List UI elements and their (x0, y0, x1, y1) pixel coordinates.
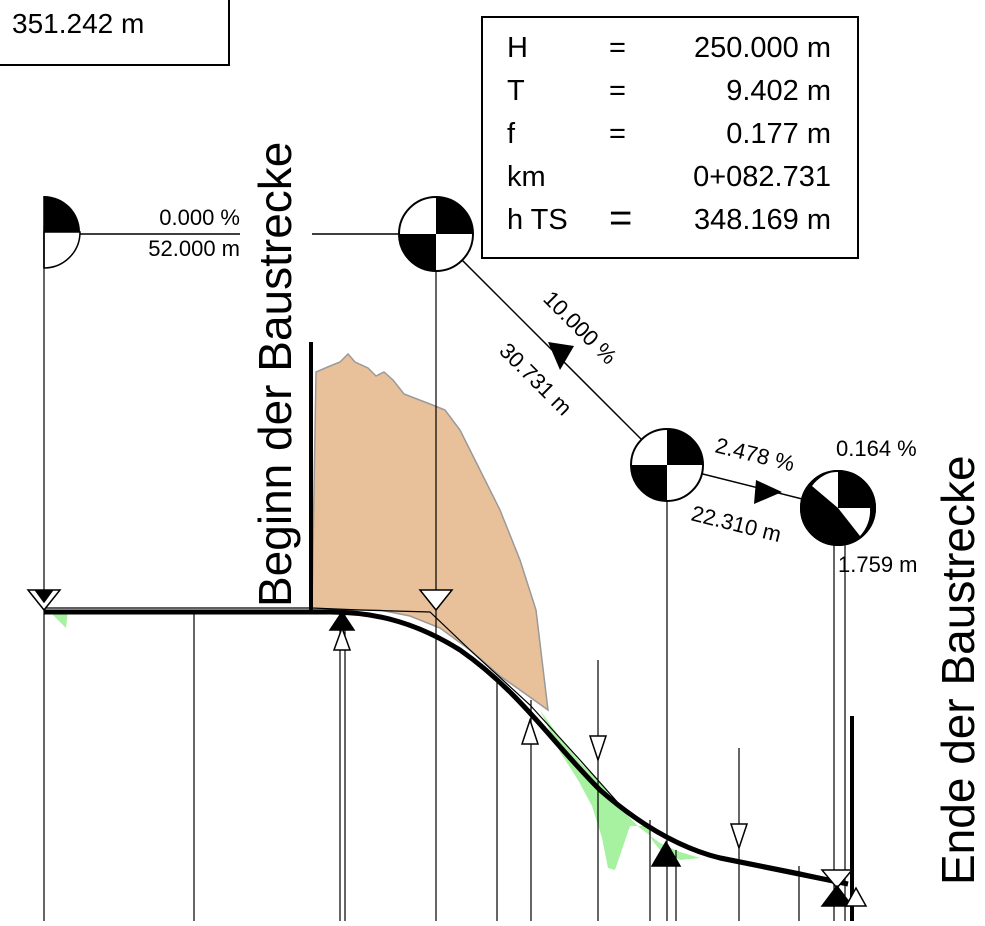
info-value: 0.177 m (726, 118, 831, 150)
info-value: 0+082.731 (693, 161, 831, 193)
pvi-symbol (800, 470, 876, 546)
grade-label: 2.478 % (713, 433, 797, 477)
cut-area (311, 352, 549, 712)
direction-arrow (754, 480, 782, 504)
info-row-km: km 0+082.731 (483, 161, 857, 197)
info-key: h TS (507, 204, 568, 236)
embankment-area (540, 710, 700, 870)
info-sep: = (609, 118, 626, 150)
grade-label: 0.000 % (159, 205, 240, 230)
info-row-hts: h TS = 348.169 m (483, 196, 857, 240)
design-grade-line (44, 609, 849, 887)
info-sep: = (609, 196, 633, 240)
direction-arrow (548, 342, 574, 370)
info-key: f (507, 118, 516, 150)
length-label: 22.310 m (689, 501, 784, 547)
pvi-symbol (630, 428, 704, 502)
elevation-value: 351.242 m (12, 8, 145, 39)
info-row-f: f = 0.177 m (483, 118, 857, 154)
start-section-label: Beginn der Baustrecke (249, 142, 301, 607)
info-row-h: H = 250.000 m (483, 32, 857, 68)
length-label: 1.759 m (838, 552, 918, 577)
info-key: T (507, 75, 525, 107)
info-value: 250.000 m (693, 32, 831, 64)
triangle-markers (26, 589, 868, 907)
elevation-box: 351.242 m (0, 0, 230, 66)
grade-label: 10.000 % (538, 286, 621, 369)
info-key: H (507, 32, 528, 64)
pvi-symbol (43, 196, 81, 269)
end-section-label: Ende der Baustrecke (932, 455, 984, 885)
pvi-symbol (398, 196, 474, 272)
info-key: km (507, 161, 546, 193)
curve-info-box: H = 250.000 m T = 9.402 m f = 0.177 m km… (481, 16, 859, 259)
ground-line (44, 607, 846, 883)
info-sep: = (609, 75, 626, 107)
info-row-t: T = 9.402 m (483, 75, 857, 111)
length-label: 52.000 m (148, 236, 240, 261)
info-value: 348.169 m (693, 204, 831, 236)
info-value: 9.402 m (726, 75, 831, 107)
grade-label: 0.164 % (836, 436, 917, 461)
info-sep: = (609, 32, 626, 64)
